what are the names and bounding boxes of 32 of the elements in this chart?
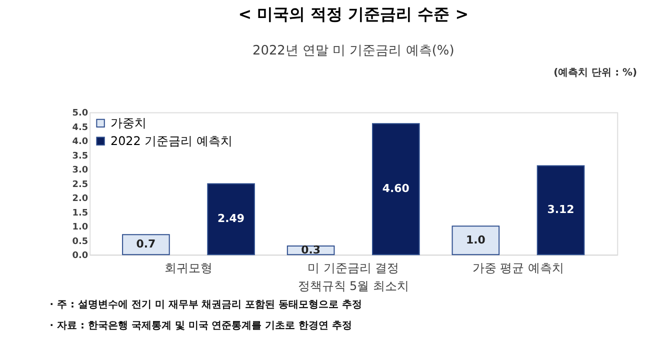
y-tick-label: 1.0	[72, 222, 88, 233]
y-tick-label: 4.0	[72, 137, 88, 148]
data-label: 0.7	[136, 238, 156, 251]
bar	[207, 183, 255, 256]
y-tick-label: 0.5	[72, 236, 88, 247]
data-label: 1.0	[466, 233, 486, 246]
y-tick-label: 1.5	[72, 208, 88, 218]
x-tick-label: 회귀모형	[164, 261, 212, 276]
data-label: 0.3	[301, 243, 321, 256]
data-label: 3.12	[547, 203, 574, 216]
y-tick-label: 2.5	[72, 180, 88, 190]
text: · 주 : 설명변수에 전기 미 재무부 채권금리 포함된 동태모형으로 추정	[50, 299, 362, 310]
chart-title: < 미국의 적정 기준금리 수준 >	[238, 4, 469, 24]
data-label: 2.49	[218, 212, 245, 226]
bar	[122, 234, 170, 256]
chart-subtitle: 2022년 연말 미 기준금리 예측(%)	[252, 44, 454, 59]
y-tick-label: 4.5	[72, 122, 88, 133]
y-tick-label: 5.0	[72, 108, 88, 119]
y-tick-label: 2.0	[72, 194, 88, 204]
x-tick-label: 가중 평균 예측치	[472, 261, 564, 276]
text: (예측치 단위 : %)	[554, 67, 638, 78]
bar	[452, 226, 500, 256]
x-tick-label: 미 기준금리 결정 정책규칙 5월 최소치	[298, 261, 409, 293]
bar	[372, 123, 420, 256]
y-tick-label: 3.0	[72, 166, 88, 176]
text: · 자료 : 한국은행 국제통계 및 미국 연준통계를 기초로 한경연 추정	[50, 320, 352, 332]
y-tick-label: 3.5	[72, 151, 88, 162]
bar	[536, 165, 585, 256]
legend-label: 2022 기준금리 예측치	[110, 134, 232, 148]
y-tick-label: 0.0	[72, 251, 88, 262]
data-label: 4.60	[382, 182, 410, 196]
legend-label: 가중치	[110, 116, 146, 130]
